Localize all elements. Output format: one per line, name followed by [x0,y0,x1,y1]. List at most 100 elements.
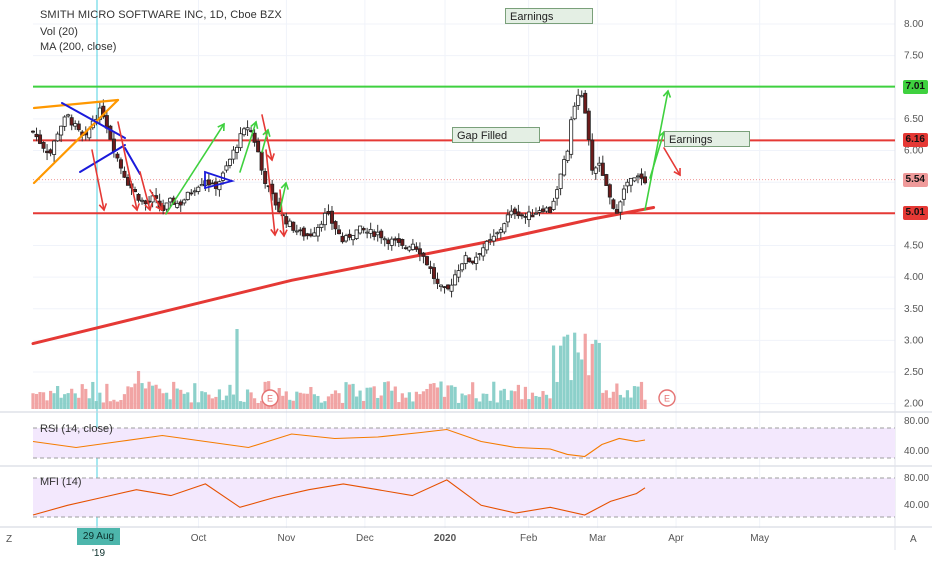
volume-bar [140,383,144,409]
volume-bar [573,332,577,409]
volume-bar [333,390,338,409]
candle-body [523,215,528,218]
candle-body [555,189,560,199]
volume-bar [344,382,348,409]
earnings-marker [658,389,676,407]
candle-body [558,173,563,189]
candle-body [379,230,384,239]
candle-body [52,140,57,155]
mfi-label[interactable]: MFI (14) [40,476,82,488]
candle-body [273,192,278,206]
timezone-icon[interactable]: Z [6,534,13,545]
volume-bar [537,396,542,409]
candle-body [235,146,240,153]
candle-body [548,206,553,213]
candle-body [639,173,644,179]
volume-bar [330,393,334,409]
volume-bar [224,395,229,409]
candle-body [351,235,356,241]
candle-body [185,191,190,200]
arrow-head [250,120,259,129]
volume-bar [238,401,243,409]
volume-bar [154,384,158,409]
volume-bar [45,400,49,409]
candle-body [375,231,380,236]
candle-body [460,263,465,271]
candle-body [396,238,401,243]
volume-bar [481,393,485,409]
candle-body [509,210,514,216]
volume-bar [245,389,250,409]
candle-body [442,286,447,289]
volume-bar [636,386,640,409]
candle-body [168,197,173,203]
volume-bar [460,393,464,409]
volume-bar [48,390,53,409]
trend-line [663,147,681,176]
volume-bar [376,397,380,409]
candle-body [41,142,46,149]
price-chart[interactable]: EE 80.0040.0080.0040.008.007.507.006.506… [0,0,932,550]
volume-bar [133,383,137,409]
candle-body [59,125,64,136]
gap-filled-note[interactable]: Gap Filled [452,127,540,143]
candle-body [175,202,180,208]
volume-bar [622,397,626,409]
candle-body [421,252,426,257]
arrow-head [144,203,153,212]
candle-body [227,158,232,166]
ma-indicator-label[interactable]: MA (200, close) [40,41,117,53]
earnings-note-right[interactable]: Earnings [664,131,750,147]
price-tick-label: 6.00 [904,146,924,157]
rsi-label[interactable]: RSI (14, close) [40,423,113,435]
price-tick-label: 4.50 [904,240,924,251]
volume-bar [509,390,513,409]
volume-bar [182,393,186,409]
candle-body [590,139,595,171]
volume-bar [442,396,447,409]
earnings-marker [261,389,279,407]
trend-line [279,182,287,211]
volume-bar [629,397,633,409]
candle-body [456,270,461,278]
volume-bar [425,388,429,409]
price-tick-label: 4.00 [904,272,924,283]
volume-bar [38,392,42,409]
candle-body [108,125,113,140]
candle-body [382,238,387,241]
candle-body [453,274,458,286]
volume-bars [31,329,647,409]
volume-bar [393,386,397,409]
time-tick-label: May [750,533,769,544]
earnings-note-top[interactable]: Earnings [505,8,593,24]
volume-bar [119,399,123,409]
candle-body [481,247,486,257]
trend-line [649,131,665,179]
candle-body [463,255,468,264]
volume-bar [189,402,193,409]
candle-body [431,267,436,279]
volume-bar [284,391,288,409]
candle-body [73,123,78,127]
candle-body [259,151,264,171]
volume-indicator-label[interactable]: Vol (20) [40,26,78,38]
candle-body [189,192,194,195]
volume-bar [252,398,257,409]
auto-scale-icon[interactable]: A [910,534,917,545]
volume-bar [530,392,535,409]
volume-bar [161,393,165,409]
volume-bar [291,400,295,409]
volume-bar [362,400,366,409]
volume-bar [94,401,98,409]
candle-body [69,117,74,126]
candle-body [600,162,605,176]
candle-body [551,200,556,210]
volume-bar [41,392,46,409]
time-axis: Oct Nov Dec 2020 Feb Mar Apr May [191,533,769,544]
candle-body [491,235,496,242]
candle-body [474,256,479,264]
volume-bar [214,396,218,409]
volume-bar [34,393,39,409]
volume-bar [372,386,376,409]
